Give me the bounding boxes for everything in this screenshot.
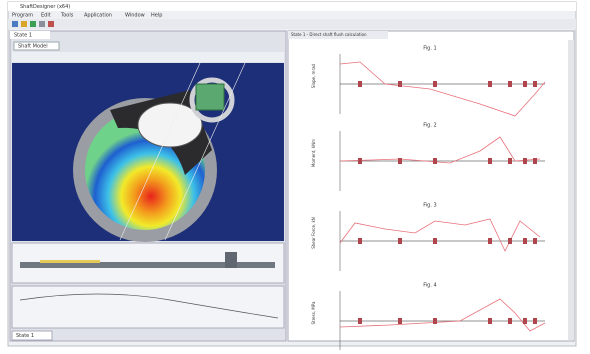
bearing-marker: [508, 318, 512, 324]
bearing-marker: [523, 81, 527, 87]
bearing-marker: [523, 238, 527, 244]
figure-title: Fig. 1: [423, 46, 436, 52]
bearing-marker: [358, 81, 362, 87]
bearing-marker: [488, 81, 492, 87]
shaft-flange: [225, 252, 237, 268]
bearing-marker: [358, 318, 362, 324]
bearing-marker: [533, 158, 537, 164]
tab-label: State 1 - Direct shaft flush calculation: [291, 32, 367, 37]
bearing-marker: [398, 158, 402, 164]
screenshot: ShaftDesigner (x64) Program Edit Tools Appl…: [0, 0, 590, 350]
bearing-marker: [433, 238, 437, 244]
bearing-marker: [433, 318, 437, 324]
menu-item[interactable]: Edit: [41, 13, 51, 19]
figure-title: Fig. 4: [423, 283, 436, 289]
bearing-marker: [398, 238, 402, 244]
title-bar: [8, 2, 576, 11]
deflection-panel: [12, 286, 284, 328]
status-label: State 1: [16, 333, 34, 339]
support: [196, 84, 224, 110]
bearing-marker: [523, 158, 527, 164]
y-axis-label: Shear Force, kN: [311, 217, 316, 249]
bearing-marker: [533, 318, 537, 324]
y-axis-label: Stress, MPa: [311, 301, 316, 325]
tab-label: Shaft Model: [18, 44, 48, 50]
bearing-marker: [358, 158, 362, 164]
bearing-marker: [533, 238, 537, 244]
figure-title: Fig. 3: [423, 203, 436, 209]
bearing-marker: [488, 318, 492, 324]
y-axis-label: Moment, kNm: [311, 139, 316, 167]
menu-item[interactable]: Window: [125, 13, 145, 19]
icon[interactable]: [48, 21, 54, 27]
figure-title: Fig. 2: [423, 123, 436, 129]
bearing-marker: [508, 238, 512, 244]
icon[interactable]: [21, 21, 27, 27]
bearing-marker: [488, 158, 492, 164]
window-title: ShaftDesigner (x64): [20, 4, 70, 10]
bearing-marker: [533, 81, 537, 87]
scrollbar[interactable]: [568, 40, 574, 340]
right-pane: [288, 31, 574, 341]
bearing-marker: [398, 81, 402, 87]
bearing-marker: [433, 158, 437, 164]
bearing-marker: [433, 81, 437, 87]
icon[interactable]: [39, 21, 45, 27]
view-toolbar: [12, 52, 284, 62]
icon[interactable]: [12, 21, 18, 27]
bearing-marker: [523, 318, 527, 324]
menu-item[interactable]: Application: [84, 13, 112, 19]
bearing-marker: [358, 238, 362, 244]
menu-item[interactable]: Tools: [60, 13, 74, 19]
toolbar: [8, 19, 576, 29]
bearing-marker: [508, 81, 512, 87]
bearing-marker: [488, 238, 492, 244]
bearing-marker: [398, 318, 402, 324]
y-axis-label: Slope, mrad: [311, 63, 316, 88]
tab-label: State 1: [14, 33, 32, 39]
menu-item[interactable]: Program: [12, 13, 33, 19]
shaft-segment: [40, 260, 100, 263]
menu-item[interactable]: Help: [151, 13, 162, 19]
icon[interactable]: [30, 21, 36, 27]
bearing-marker: [508, 158, 512, 164]
